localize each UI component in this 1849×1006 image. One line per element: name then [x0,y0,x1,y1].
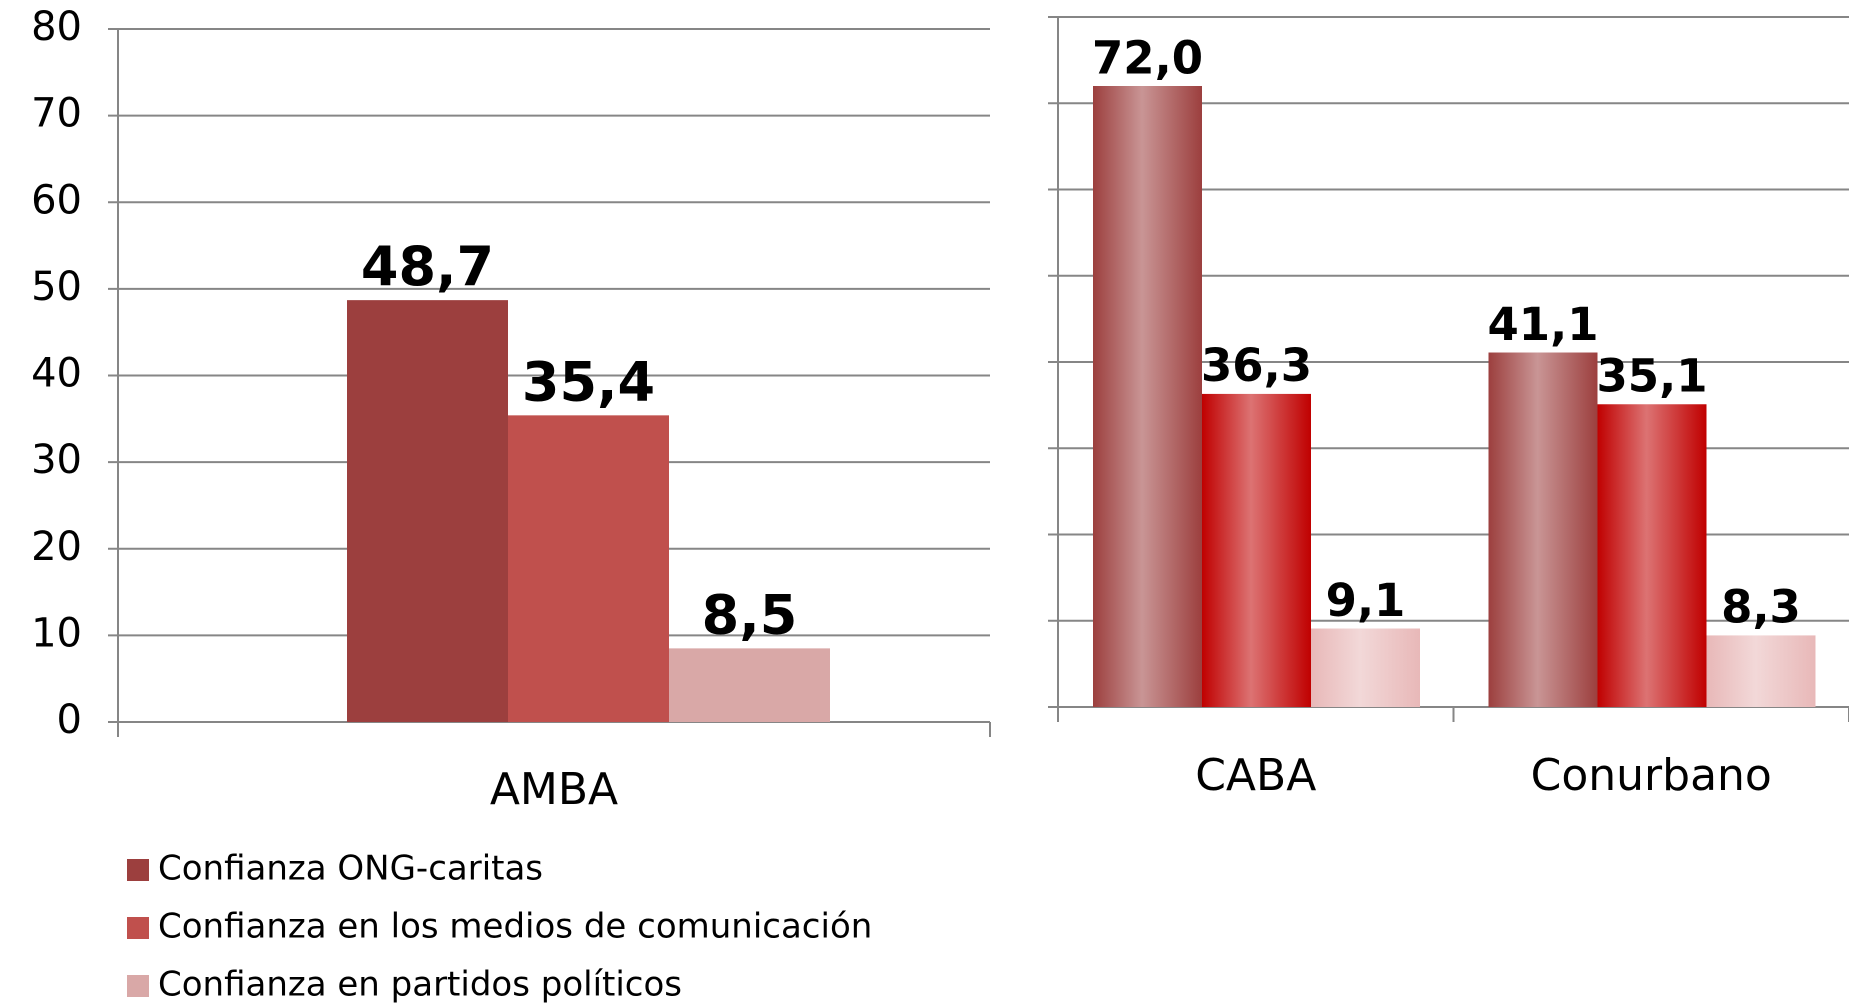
data-label: 9,1 [1326,574,1406,627]
data-label: 41,1 [1487,298,1598,351]
bar [1488,352,1598,707]
legend-label: Confianza en los medios de comunicación [158,907,872,947]
bar [1093,86,1202,707]
y-tick-label: 0 [57,697,82,743]
legend-label: Confianza ONG-caritas [158,849,543,889]
bar [1597,404,1707,707]
y-tick-label: 70 [31,91,82,137]
data-label: 48,7 [361,235,494,298]
y-tick-label: 60 [31,177,82,223]
x-tick-label: CABA [1195,750,1316,801]
bar [669,648,830,722]
x-tick-label: AMBA [490,764,618,815]
y-tick-label: 50 [31,264,82,310]
legend-swatch [127,975,149,997]
bar [1706,635,1816,707]
bar [347,300,508,722]
legend-swatch [127,917,149,939]
data-label: 8,5 [702,583,798,646]
legend-label: Confianza en partidos políticos [158,965,682,1005]
data-label: 35,4 [522,350,655,413]
data-label: 72,0 [1092,31,1203,84]
data-label: 8,3 [1721,581,1801,634]
y-tick-label: 40 [31,351,82,397]
x-tick-label: Conurbano [1531,750,1772,801]
bar [1311,628,1420,707]
legend-swatch [127,859,149,881]
y-tick-label: 20 [31,524,82,570]
y-tick-label: 10 [31,610,82,656]
bar [508,415,669,722]
y-tick-label: 80 [31,4,82,50]
data-label: 36,3 [1201,339,1312,392]
y-tick-label: 30 [31,437,82,483]
data-label: 35,1 [1596,350,1707,403]
bar [1202,393,1311,707]
